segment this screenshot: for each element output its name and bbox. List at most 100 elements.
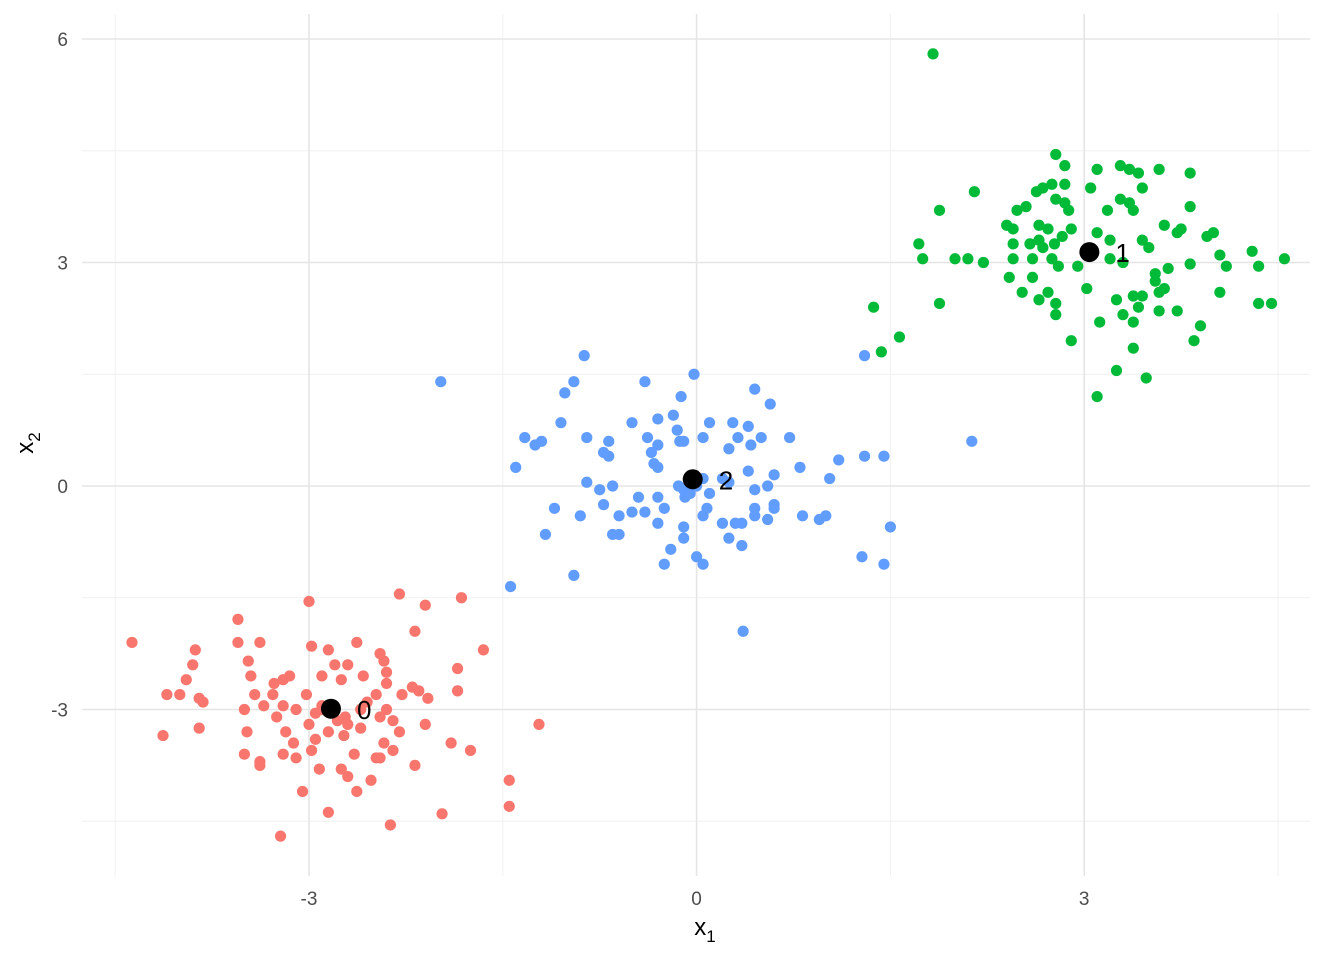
cluster-0-point xyxy=(238,703,250,716)
cluster-2-point xyxy=(519,431,531,444)
cluster-2-point xyxy=(597,446,610,459)
cluster-0-point xyxy=(445,737,457,749)
cluster-0-point xyxy=(419,718,431,731)
cluster-2-point xyxy=(749,510,761,522)
cluster-0-point xyxy=(271,711,283,723)
cluster-2-point xyxy=(794,461,806,473)
cluster-2-point xyxy=(652,491,664,503)
cluster-0-point xyxy=(393,726,406,738)
cluster-2-point xyxy=(671,424,683,436)
cluster-1-point xyxy=(1072,260,1084,272)
cluster-0-point xyxy=(374,711,386,723)
cluster-1-point xyxy=(1059,160,1071,172)
cluster-0-point xyxy=(322,726,334,738)
cluster-1-point xyxy=(962,253,974,265)
cluster-0-point xyxy=(365,774,377,786)
cluster-1-point xyxy=(913,238,925,250)
cluster-0-point xyxy=(245,670,257,682)
cluster-2-point xyxy=(755,431,767,444)
cluster-2-point xyxy=(833,454,845,466)
cluster-0-point xyxy=(378,655,390,667)
cluster-2-point xyxy=(645,446,657,459)
cluster-2-point xyxy=(736,540,748,552)
cluster-1-point xyxy=(868,301,880,313)
cluster-0-point xyxy=(268,677,280,690)
cluster-1-point xyxy=(1033,219,1045,231)
cluster-1-point xyxy=(1052,260,1064,272)
cluster-2-point xyxy=(652,517,664,529)
cluster-0-point xyxy=(357,670,369,682)
cluster-0-point xyxy=(342,770,354,783)
cluster-2-point xyxy=(639,376,651,388)
cluster-2-point xyxy=(727,417,739,429)
cluster-2-point xyxy=(435,376,447,388)
cluster-0-point xyxy=(316,670,328,682)
cluster-1-point xyxy=(1046,178,1058,190)
cluster-0-point xyxy=(322,806,334,818)
cluster-1-point xyxy=(1162,262,1174,275)
cluster-2-point xyxy=(742,465,754,477)
cluster-2-point xyxy=(581,431,593,444)
cluster-1-point xyxy=(1253,260,1265,272)
cluster-0-point xyxy=(309,733,322,745)
cluster-1-point xyxy=(1024,238,1036,250)
cluster-2-point xyxy=(641,431,654,444)
cluster-1-point xyxy=(1104,253,1116,265)
cluster-1-point xyxy=(1253,297,1265,310)
cluster-0-point xyxy=(355,722,367,734)
cluster-0-point xyxy=(477,644,490,656)
cluster-1-point xyxy=(1007,238,1019,250)
cluster-0-point xyxy=(180,674,192,686)
cluster-2-point xyxy=(548,502,561,514)
cluster-1-point xyxy=(1127,316,1139,328)
cluster-0-point xyxy=(303,595,315,608)
cluster-2-point xyxy=(679,491,691,503)
cluster-0-point xyxy=(329,659,341,671)
tick-labels: -3 0 3 -3 0 3 6 xyxy=(51,30,1089,910)
cluster-0-point xyxy=(161,689,173,701)
y-axis-title-main: x xyxy=(12,442,39,454)
cluster-0-point xyxy=(254,759,266,771)
cluster-1-point xyxy=(875,346,887,358)
cluster-center-0 xyxy=(320,698,341,719)
cluster-2-point xyxy=(678,521,690,533)
cluster-1-point xyxy=(1091,227,1103,239)
cluster-0-point xyxy=(296,785,309,798)
cluster-1-point xyxy=(1265,297,1278,310)
cluster-2-point xyxy=(626,506,638,518)
cluster-1-point xyxy=(1114,193,1126,205)
cluster-2-point xyxy=(691,551,703,563)
cluster-0-point xyxy=(174,689,186,701)
cluster-1-point xyxy=(1214,249,1226,261)
x-tick-label: 0 xyxy=(691,889,702,910)
cluster-2-point xyxy=(762,480,774,492)
cluster-1-point xyxy=(1127,290,1139,302)
cluster-2-point xyxy=(878,450,890,462)
cluster-1-point xyxy=(1065,223,1077,235)
cluster-2-point xyxy=(729,517,741,529)
cluster-2-point xyxy=(529,439,541,451)
cluster-0-point xyxy=(351,785,363,798)
cluster-1-point xyxy=(949,253,961,265)
cluster-center-label: 0 xyxy=(357,695,371,725)
cluster-1-point xyxy=(1214,286,1226,298)
cluster-0-point xyxy=(464,744,477,757)
cluster-2-point xyxy=(716,517,729,529)
cluster-1-point xyxy=(933,204,946,216)
cluster-1-point xyxy=(1065,335,1077,347)
cluster-2-point xyxy=(597,499,610,511)
cluster-1-point xyxy=(1246,245,1258,257)
cluster-0-point xyxy=(335,674,347,686)
cluster-2-point xyxy=(824,472,836,485)
cluster-0-point xyxy=(355,703,367,716)
cluster-1-point xyxy=(1026,271,1039,283)
cluster-2-point xyxy=(652,461,664,473)
cluster-0-point xyxy=(280,726,292,738)
cluster-0-point xyxy=(387,744,399,757)
cluster-2-point xyxy=(749,484,761,496)
cluster-2-point xyxy=(723,532,735,544)
cluster-1-point xyxy=(917,253,929,265)
cluster-1-point xyxy=(1184,258,1196,270)
cluster-centers: 0 1 2 xyxy=(320,238,1130,725)
